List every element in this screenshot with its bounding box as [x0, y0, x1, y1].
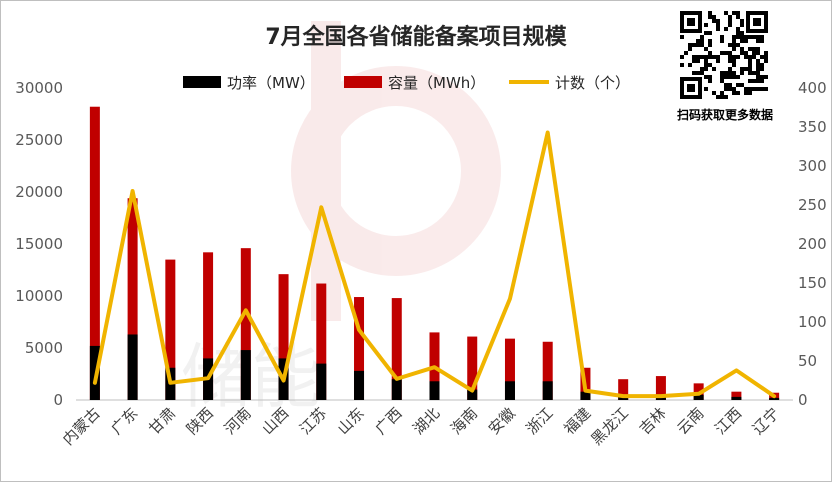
- bar-capacity: [127, 198, 138, 400]
- x-category-label: 内蒙古: [59, 404, 104, 449]
- bar-power: [693, 394, 704, 400]
- y-right-tick-label: 200: [798, 235, 827, 253]
- bar-capacity: [165, 259, 176, 400]
- bar-power: [731, 396, 742, 400]
- bar-power: [391, 379, 402, 400]
- bar-capacity: [278, 274, 289, 400]
- y-right-tick-label: 150: [798, 274, 827, 292]
- bar-power: [504, 381, 515, 400]
- bar-power: [467, 389, 478, 400]
- y-left-tick-label: 10000: [15, 287, 63, 305]
- x-category-label: 安徽: [485, 404, 519, 438]
- bar-power: [769, 397, 780, 400]
- y-right-tick-label: 50: [798, 352, 817, 370]
- bar-power: [240, 350, 251, 400]
- x-category-label: 湖北: [409, 404, 443, 438]
- x-category-label: 浙江: [523, 404, 557, 438]
- y-left-tick-label: 5000: [25, 339, 63, 357]
- legend-swatch-power: [183, 76, 221, 88]
- x-category-label: 海南: [447, 404, 481, 438]
- y-left-tick-label: 30000: [15, 79, 63, 97]
- qr-caption: 扫码获取更多数据: [677, 107, 773, 122]
- bar-capacity: [316, 283, 327, 400]
- x-category-label: 江西: [711, 404, 745, 438]
- x-category-label: 辽宁: [749, 404, 783, 438]
- y-left-tick-label: 15000: [15, 235, 63, 253]
- x-category-label: 云南: [674, 404, 708, 438]
- legend-swatch-capacity: [344, 76, 382, 88]
- y-right-tick-label: 0: [798, 391, 808, 409]
- bar-power: [316, 363, 327, 400]
- qr-code: [678, 9, 770, 101]
- x-category-label: 广东: [107, 404, 141, 438]
- bar-capacity: [391, 298, 402, 400]
- chart-title: 7月全国各省储能备案项目规模: [265, 24, 567, 50]
- y-right-tick-label: 350: [798, 118, 827, 136]
- x-category-label: 甘肃: [145, 404, 179, 438]
- x-category-label: 黑龙江: [587, 404, 632, 449]
- bar-power: [542, 381, 553, 400]
- y-left-tick-label: 0: [53, 391, 63, 409]
- bar-power: [580, 391, 591, 400]
- bar-power: [429, 381, 440, 400]
- bar-capacity: [203, 252, 214, 400]
- legend-label-power: 功率（MW）: [227, 74, 315, 92]
- bar-capacity: [655, 376, 666, 400]
- y-left-tick-label: 20000: [15, 183, 63, 201]
- bar-capacity: [467, 336, 478, 400]
- bar-capacity: [354, 297, 365, 400]
- bar-capacity: [89, 106, 100, 400]
- y-right-tick-label: 400: [798, 79, 827, 97]
- bar-capacity: [504, 338, 515, 400]
- bar-capacity: [542, 341, 553, 400]
- legend-label-count: 计数（个）: [555, 74, 630, 92]
- legend: 功率（MW） 容量（MWh） 计数（个）: [183, 74, 630, 92]
- x-category-label: 吉林: [636, 404, 670, 438]
- bar-power: [354, 370, 365, 400]
- y-right-tick-label: 100: [798, 313, 827, 331]
- bar-power: [127, 334, 138, 400]
- x-category-label: 广西: [372, 404, 406, 438]
- x-category-label: 山东: [334, 404, 368, 438]
- bar-capacity: [618, 379, 629, 400]
- y-right-tick-label: 250: [798, 196, 827, 214]
- y-left-tick-label: 25000: [15, 131, 63, 149]
- legend-label-capacity: 容量（MWh）: [388, 74, 485, 92]
- y-right-tick-label: 300: [798, 157, 827, 175]
- bar-capacity: [731, 391, 742, 400]
- bar-capacity: [240, 248, 251, 400]
- line-count: [92, 130, 777, 399]
